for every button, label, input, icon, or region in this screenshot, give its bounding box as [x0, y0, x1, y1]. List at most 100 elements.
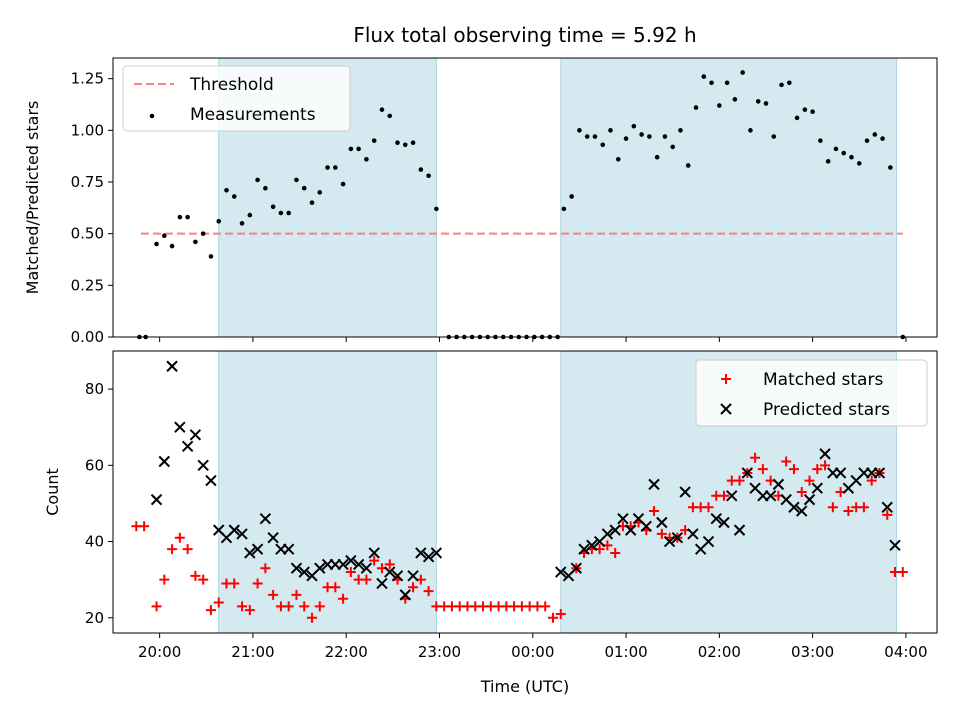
measurement-point	[662, 134, 668, 139]
predicted-star-point	[710, 512, 722, 525]
matched-star-point	[719, 490, 730, 501]
measurement-point	[278, 210, 284, 216]
y-tick-label: 40	[85, 533, 104, 551]
measurement-point	[231, 194, 237, 199]
matched-star-point	[252, 578, 263, 589]
measurement-point	[717, 103, 722, 108]
measurement-point	[402, 142, 408, 148]
legend-label: Measurements	[190, 105, 316, 125]
predicted-star-point	[764, 490, 777, 502]
predicted-star-point	[640, 520, 652, 533]
bottom-panel: 20:00 21:00 22:00 23:00 00:00 01:00 02:00 03:00…	[43, 350, 938, 661]
matched-star-point	[268, 589, 279, 600]
predicted-star-point	[733, 524, 746, 536]
predicted-star-point	[788, 501, 800, 513]
measurement-point	[317, 190, 323, 195]
measurement-point	[693, 105, 699, 110]
measurement-point	[670, 144, 675, 150]
predicted-star-point	[586, 539, 598, 552]
measurement-point	[356, 146, 361, 152]
measurement-point	[177, 214, 183, 220]
matched-star-point	[540, 601, 551, 612]
measurement-point	[888, 165, 893, 170]
measurement-point	[309, 200, 315, 205]
legend-predicted-swatch	[720, 403, 732, 415]
predicted-star-point	[718, 516, 730, 529]
predicted-star-point	[663, 535, 676, 548]
chart-title: Flux total observing time = 5.92 h	[353, 23, 696, 47]
predicted-star-point	[391, 570, 404, 582]
measurement-point	[639, 132, 644, 137]
legend-label: Predicted stars	[763, 400, 890, 420]
matched-star-point	[897, 567, 908, 578]
predicted-star-point	[819, 448, 831, 460]
measurement-point	[608, 128, 613, 133]
predicted-star-point	[578, 543, 590, 555]
matched-star-point	[314, 601, 325, 612]
matched-star-point	[555, 608, 566, 619]
measurement-point	[794, 115, 800, 121]
matched-star-point	[384, 559, 395, 570]
predicted-star-point	[376, 577, 388, 590]
matched-star-point	[866, 475, 877, 486]
x-tick-label: 04:00	[884, 643, 927, 661]
y-tick-label: 0.50	[71, 225, 104, 243]
predicted-star-point	[251, 543, 264, 555]
predicted-star-point	[337, 558, 349, 571]
measurement-point	[340, 181, 346, 187]
x-tick-label: 22:00	[325, 643, 368, 661]
measurement-point	[216, 218, 222, 224]
predicted-star-point	[889, 539, 901, 552]
predicted-star-point	[158, 455, 171, 468]
measurement-point	[779, 82, 784, 88]
measurement-point	[387, 113, 393, 119]
measurement-point	[294, 177, 299, 183]
predicted-star-point	[881, 501, 893, 513]
measurement-point	[325, 165, 330, 170]
measurement-point	[631, 123, 637, 129]
measurement-point	[724, 80, 730, 86]
predicted-star-point	[314, 562, 326, 574]
y-axis-label: Matched/Predicted stars	[23, 101, 42, 295]
y-tick-label: 0.75	[71, 173, 104, 191]
measurement-point	[856, 161, 862, 166]
matched-star-point	[882, 509, 893, 520]
x-axis-label: Time (UTC)	[480, 677, 569, 696]
matched-star-point	[345, 567, 356, 578]
measurement-point	[169, 243, 175, 249]
predicted-star-point	[345, 554, 357, 567]
measurement-point	[849, 154, 854, 160]
measurement-point	[615, 156, 621, 162]
y-tick-label: 0.00	[71, 328, 104, 346]
predicted-star-point	[772, 478, 785, 491]
measurement-point	[841, 150, 847, 156]
matched-star-point	[656, 528, 667, 539]
measurement-point	[239, 221, 245, 226]
matched-star-point	[307, 612, 318, 623]
measurement-point	[818, 138, 823, 143]
measurement-point	[623, 136, 629, 141]
measurement-point	[802, 107, 808, 112]
measurement-point	[162, 233, 167, 239]
measurement-point	[208, 254, 214, 259]
measurement-point	[825, 159, 831, 164]
measurement-point	[561, 206, 567, 212]
predicted-star-point	[702, 535, 715, 548]
matched-star-point	[151, 601, 162, 612]
measurement-point	[270, 204, 276, 210]
predicted-star-point	[803, 493, 816, 506]
measurement-point	[833, 146, 839, 152]
measurement-point	[255, 177, 260, 183]
matched-star-point	[858, 502, 869, 513]
predicted-star-point	[656, 516, 668, 529]
predicted-star-point	[555, 566, 567, 578]
measurement-point	[678, 128, 683, 133]
y-tick-label: 1.00	[71, 121, 104, 139]
matched-star-point	[291, 589, 302, 600]
matched-star-point	[804, 475, 815, 486]
measurement-point	[748, 128, 753, 133]
x-tick-label: 01:00	[604, 643, 647, 661]
measurement-point	[592, 134, 598, 139]
measurement-point	[600, 142, 606, 148]
matched-star-point	[781, 456, 792, 467]
